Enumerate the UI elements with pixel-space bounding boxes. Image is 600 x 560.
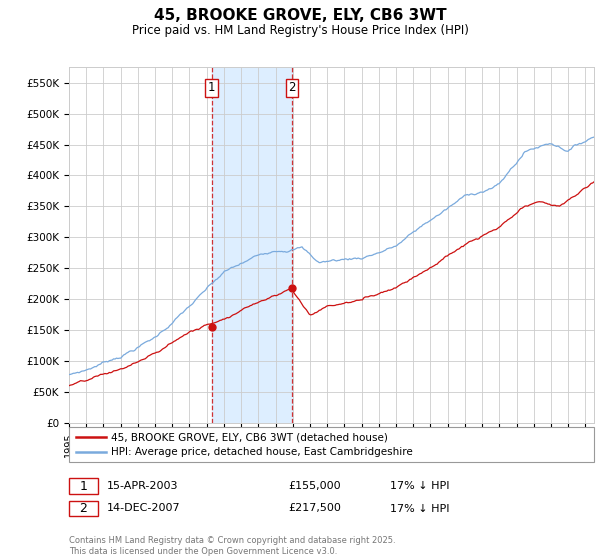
Text: 17% ↓ HPI: 17% ↓ HPI: [390, 481, 449, 491]
Text: 1: 1: [208, 81, 215, 95]
Text: 15-APR-2003: 15-APR-2003: [107, 481, 178, 491]
Text: Price paid vs. HM Land Registry's House Price Index (HPI): Price paid vs. HM Land Registry's House …: [131, 24, 469, 37]
Text: £217,500: £217,500: [288, 503, 341, 514]
Text: 1: 1: [79, 479, 88, 493]
Text: 2: 2: [288, 81, 296, 95]
Bar: [212, 67, 292, 423]
Text: Contains HM Land Registry data © Crown copyright and database right 2025.
This d: Contains HM Land Registry data © Crown c…: [69, 536, 395, 556]
Text: 45, BROOKE GROVE, ELY, CB6 3WT: 45, BROOKE GROVE, ELY, CB6 3WT: [154, 8, 446, 24]
Text: HPI: Average price, detached house, East Cambridgeshire: HPI: Average price, detached house, East…: [111, 447, 413, 458]
Text: 17% ↓ HPI: 17% ↓ HPI: [390, 503, 449, 514]
Text: 2: 2: [79, 502, 88, 515]
Text: 14-DEC-2007: 14-DEC-2007: [107, 503, 181, 514]
Text: 45, BROOKE GROVE, ELY, CB6 3WT (detached house): 45, BROOKE GROVE, ELY, CB6 3WT (detached…: [111, 432, 388, 442]
Text: £155,000: £155,000: [288, 481, 341, 491]
